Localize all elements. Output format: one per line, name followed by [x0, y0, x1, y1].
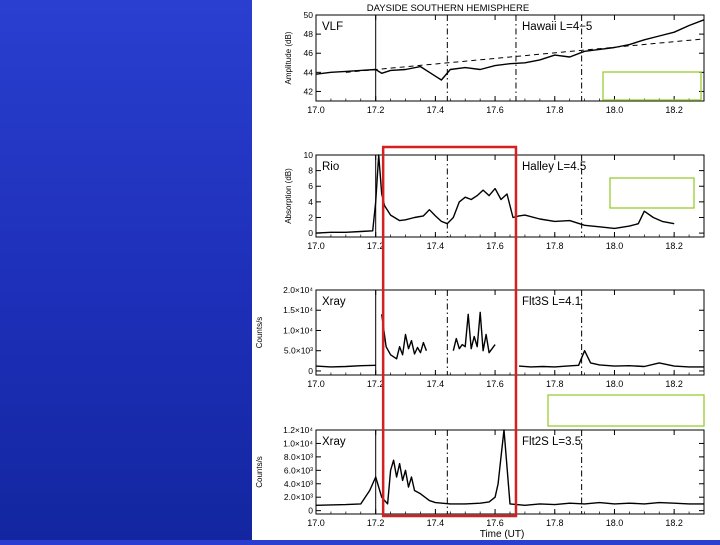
- y-tick-label: 1.0×10⁴: [283, 325, 313, 335]
- panel-left-label: Xray: [322, 436, 346, 448]
- x-tick-label: 18.2: [665, 518, 683, 528]
- x-tick-label: 17.8: [546, 105, 564, 115]
- x-tick-label: 17.6: [486, 379, 504, 389]
- x-tick-label: 18.0: [606, 105, 624, 115]
- figure-panel: DAYSIDE SOUTHERN HEMISPHERE Time (UT) 17…: [252, 0, 720, 540]
- panel-right-label: Halley L=4.5: [522, 161, 586, 173]
- x-tick-label: 18.2: [665, 379, 683, 389]
- y-tick-label: 10: [304, 150, 314, 160]
- figure-title: DAYSIDE SOUTHERN HEMISPHERE: [367, 3, 529, 14]
- x-tick-label: 17.0: [307, 105, 325, 115]
- y-tick-label: 50: [304, 10, 314, 20]
- y-axis-label: Counts/s: [255, 317, 264, 349]
- data-series-line: [315, 429, 704, 506]
- data-series-segment: [381, 314, 428, 360]
- y-tick-label: 2.0×10⁴: [283, 285, 313, 295]
- y-tick-label: 46: [304, 48, 314, 58]
- y-tick-label: 1.5×10⁴: [283, 305, 313, 315]
- y-tick-label: 0: [308, 228, 313, 238]
- panel-frame: [315, 14, 705, 102]
- y-tick-label: 8.0×10³: [284, 452, 313, 462]
- x-tick-label: 17.4: [427, 105, 445, 115]
- y-tick-label: 6.0×10³: [284, 465, 313, 475]
- panel-frame: [315, 289, 705, 376]
- x-tick-label: 18.0: [606, 518, 624, 528]
- x-tick-label: 18.0: [606, 241, 624, 251]
- x-tick-label: 17.8: [546, 518, 564, 528]
- x-tick-label: 17.6: [486, 241, 504, 251]
- x-tick-label: 17.4: [427, 241, 445, 251]
- data-series-segment: [315, 364, 376, 368]
- x-tick-label: 17.6: [486, 518, 504, 528]
- y-tick-label: 0: [308, 366, 313, 376]
- x-tick-label: 17.2: [367, 105, 385, 115]
- data-series-segment: [452, 311, 496, 354]
- y-tick-label: 4.0×10³: [284, 479, 313, 489]
- panel-left-label: Xray: [322, 296, 346, 308]
- y-tick-label: 5.0×10³: [284, 346, 313, 356]
- data-series-segment: [518, 350, 704, 368]
- x-tick-label: 18.2: [665, 105, 683, 115]
- annotation-box: [609, 177, 695, 209]
- panel-left-label: VLF: [322, 21, 343, 33]
- annotation-box: [547, 394, 705, 427]
- x-tick-label: 17.6: [486, 105, 504, 115]
- x-tick-label: 17.2: [367, 379, 385, 389]
- y-tick-label: 8: [308, 166, 313, 176]
- y-tick-label: 42: [304, 86, 314, 96]
- y-tick-label: 2: [308, 212, 313, 222]
- reference-trend-line: [345, 38, 705, 73]
- x-tick-label: 17.4: [427, 379, 445, 389]
- x-tick-label: 17.0: [307, 518, 325, 528]
- x-tick-label: 17.8: [546, 379, 564, 389]
- data-series-line: [315, 19, 705, 81]
- y-axis-label: Counts/s: [255, 456, 264, 488]
- x-tick-label: 17.8: [546, 241, 564, 251]
- y-tick-label: 6: [308, 181, 313, 191]
- y-tick-label: 0: [308, 506, 313, 516]
- y-axis-label: Amplitude (dB): [284, 31, 293, 84]
- x-tick-label: 17.2: [367, 241, 385, 251]
- x-tick-label: 17.4: [427, 518, 445, 528]
- y-axis-label: Absorption (dB): [284, 168, 293, 224]
- x-tick-label: 17.2: [367, 518, 385, 528]
- panel-right-label: Flt2S L=3.5: [522, 436, 581, 448]
- y-tick-label: 44: [304, 67, 314, 77]
- panel-right-label: Flt3S L=4.1: [522, 296, 581, 308]
- y-tick-label: 4: [308, 197, 313, 207]
- x-tick-label: 18.2: [665, 241, 683, 251]
- annotation-box: [602, 71, 702, 101]
- x-axis-title: Time (UT): [480, 529, 525, 540]
- y-tick-label: 1.2×10⁴: [283, 425, 313, 435]
- panel-right-label: Hawaii L=4−5: [522, 21, 592, 33]
- panel-frame: [315, 154, 705, 238]
- chart-figure: DAYSIDE SOUTHERN HEMISPHERE Time (UT) 17…: [255, 3, 705, 540]
- data-series-line: [315, 154, 675, 234]
- x-tick-label: 17.0: [307, 241, 325, 251]
- highlight-box: [381, 145, 518, 518]
- panel-left-label: Rio: [322, 161, 339, 173]
- y-tick-label: 2.0×10³: [284, 492, 313, 502]
- y-tick-label: 1.0×10⁴: [283, 438, 313, 448]
- x-tick-label: 17.0: [307, 379, 325, 389]
- x-tick-label: 18.0: [606, 379, 624, 389]
- y-tick-label: 48: [304, 29, 314, 39]
